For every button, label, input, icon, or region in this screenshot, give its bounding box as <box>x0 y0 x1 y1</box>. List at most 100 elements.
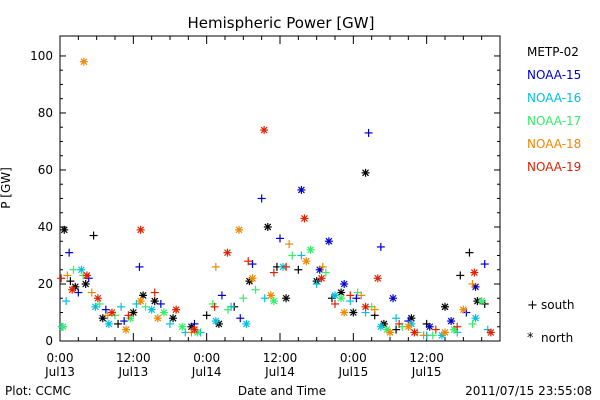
north-star-point <box>269 297 278 306</box>
north-star-point <box>59 322 68 331</box>
south-plus-point <box>74 288 83 297</box>
south-plus-point <box>288 251 297 260</box>
north-star-point <box>340 279 349 288</box>
north-star-point <box>404 322 413 331</box>
y-axis-label: P [GW] <box>0 167 13 209</box>
legend-entry: NOAA-18 <box>527 137 581 151</box>
south-plus-point <box>428 331 437 340</box>
south-plus-point <box>257 194 266 203</box>
north-star-point <box>317 274 326 283</box>
north-star-point <box>159 308 168 317</box>
x-tick-label: 12:00 <box>409 351 444 365</box>
x-tick-label: 0:00 <box>340 351 367 365</box>
south-plus-point <box>87 288 96 297</box>
north-star-point <box>98 314 107 323</box>
data-points <box>57 57 495 340</box>
north-star-point <box>136 297 145 306</box>
south-plus-point <box>321 268 330 277</box>
south-plus-point <box>89 231 98 240</box>
south-plus-point <box>57 274 66 283</box>
x-axis-label: Date and Time <box>238 384 326 398</box>
south-plus-point <box>395 319 404 328</box>
north-star-point <box>223 248 232 257</box>
south-plus-point <box>135 262 144 271</box>
y-tick-label: 0 <box>45 334 53 348</box>
y-tick-label: 100 <box>30 49 53 63</box>
north-star-point <box>361 302 370 311</box>
south-plus-point <box>468 279 477 288</box>
x-axis: 0:00Jul1312:00Jul130:00Jul1412:00Jul140:… <box>44 36 483 379</box>
x-tick-date-label: Jul13 <box>117 365 148 379</box>
north-star-point <box>337 288 346 297</box>
y-tick-label: 20 <box>38 277 53 291</box>
south-plus-point <box>285 240 294 249</box>
south-plus-point <box>431 325 440 334</box>
south-plus-point <box>346 291 355 300</box>
south-plus-point <box>62 297 71 306</box>
legend-entry: NOAA-17 <box>527 114 581 128</box>
x-tick-label: 0:00 <box>193 351 220 365</box>
legend-entry: NOAA-15 <box>527 68 581 82</box>
north-star-point <box>81 279 90 288</box>
south-plus-point <box>312 279 321 288</box>
marker-legend-label: south <box>541 298 575 312</box>
x-tick-label: 12:00 <box>116 351 151 365</box>
south-plus-point <box>331 299 339 308</box>
north-star-point <box>306 245 315 254</box>
marker-legend-label: north <box>541 331 573 345</box>
south-plus-point <box>66 277 75 286</box>
south-plus-point <box>364 128 373 137</box>
south-plus-point <box>210 302 219 311</box>
south-plus-point <box>166 319 174 328</box>
south-plus-point <box>217 291 226 300</box>
north-star-point <box>470 268 479 277</box>
north-star-point <box>153 314 162 323</box>
y-tick-label: 40 <box>38 220 53 234</box>
legend-entry: METP-02 <box>527 45 579 59</box>
y-axis: 0 20 40 60 80 100 <box>30 49 500 348</box>
north-star-point <box>242 319 251 328</box>
north-star-point <box>147 305 156 314</box>
north-star-point <box>447 317 456 326</box>
north-star-point <box>300 214 309 223</box>
south-plus-point <box>150 288 159 297</box>
north-star-point <box>211 317 220 326</box>
marker-legend-symbol: * <box>527 331 534 346</box>
marker-legend-symbol: + <box>527 298 538 313</box>
x-tick-date-label: Jul14 <box>264 365 295 379</box>
north-star-point <box>260 126 269 135</box>
north-star-point <box>337 294 346 303</box>
y-tick-label: 60 <box>38 163 53 177</box>
north-star-point <box>361 168 370 177</box>
north-star-point <box>107 308 116 317</box>
south-plus-point <box>419 331 428 340</box>
north-star-point <box>297 185 306 194</box>
south-plus-point <box>248 260 257 269</box>
north-star-point <box>349 308 358 317</box>
south-plus-point <box>276 234 284 243</box>
south-plus-point <box>244 257 253 266</box>
x-tick-date-label: Jul14 <box>191 365 222 379</box>
north-star-point <box>340 308 349 317</box>
south-plus-point <box>269 268 278 277</box>
chart-title: Hemispheric Power [GW] <box>188 14 375 32</box>
south-plus-point <box>236 314 245 323</box>
south-plus-point <box>468 319 477 328</box>
south-plus-point <box>120 317 129 326</box>
north-star-point <box>190 325 199 334</box>
north-star-point <box>425 322 434 331</box>
marker-legend: + south * north <box>527 298 575 346</box>
north-star-point <box>136 225 145 234</box>
plot-area-frame <box>59 35 501 342</box>
south-plus-point <box>297 251 306 260</box>
x-tick-label: 0:00 <box>47 351 74 365</box>
north-star-point <box>389 294 398 303</box>
south-plus-point <box>101 305 110 314</box>
north-star-point <box>93 294 102 303</box>
north-star-point <box>82 271 91 280</box>
south-plus-point <box>370 305 379 314</box>
north-star-point <box>477 297 486 306</box>
south-plus-point <box>392 325 401 334</box>
south-plus-point <box>132 299 141 308</box>
